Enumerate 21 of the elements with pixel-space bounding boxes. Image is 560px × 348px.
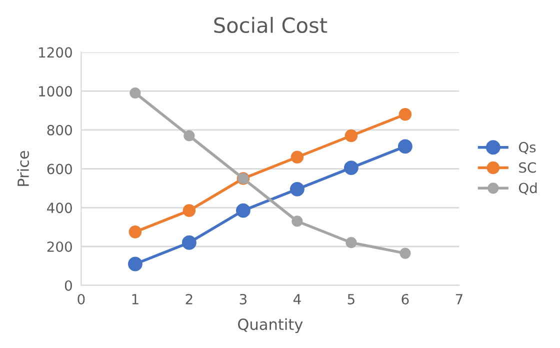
y-tick-label: 200 <box>47 241 72 252</box>
y-tick-label: 400 <box>47 202 72 214</box>
y-tick-label: 1200 <box>39 47 72 58</box>
x-tick-label: 6 <box>402 294 409 304</box>
y-tick-label: 800 <box>47 124 72 136</box>
x-tick-label: 2 <box>186 294 192 304</box>
x-tick-label: 1 <box>132 294 138 304</box>
y-tick-label: 600 <box>47 164 72 174</box>
legend-label: SC <box>519 162 536 173</box>
x-tick-label: 5 <box>348 294 354 304</box>
x-tick-label: 3 <box>240 294 247 304</box>
legend-label: Qs <box>518 142 536 154</box>
x-tick-label: 7 <box>456 294 462 304</box>
legend-label: Qd <box>518 182 537 195</box>
chart-title: Social Cost <box>214 16 328 34</box>
x-tick-label: 4 <box>293 294 301 304</box>
x-tick-label: 0 <box>78 294 85 304</box>
y-tick-label: 1000 <box>39 86 72 97</box>
y-axis-title: Price <box>17 150 30 186</box>
x-axis-title: Quantity <box>238 318 303 334</box>
y-tick-label: 0 <box>64 280 72 291</box>
